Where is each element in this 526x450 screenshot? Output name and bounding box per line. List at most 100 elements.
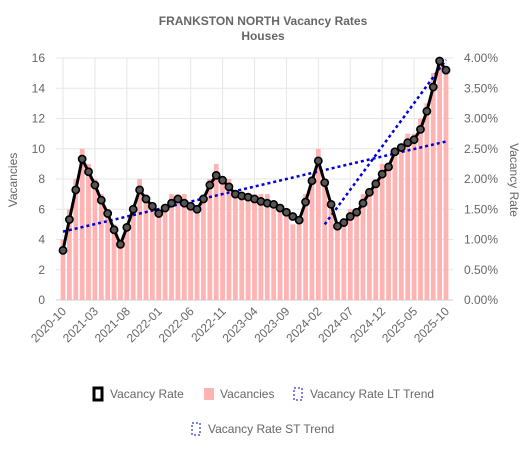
y-tick-left: 16 [32,51,46,65]
bar [137,179,142,300]
bar [252,194,257,300]
bar [411,133,417,300]
rate-point [409,135,419,145]
rate-point [218,175,227,185]
bar [284,209,289,300]
bar [373,179,379,300]
x-tick: 2022-06 [156,304,197,345]
y-tick-left: 0 [38,293,45,307]
bar [277,209,283,300]
bar [156,209,162,300]
bar [424,103,430,300]
bar [264,194,270,300]
bar-series [60,58,449,300]
rate-point [160,203,170,213]
rate-point [103,209,113,218]
rate-point [109,225,119,235]
rate-point [58,245,68,255]
rate-point [141,194,151,204]
bar [149,209,155,300]
rate-point [320,178,330,188]
legend-swatch [92,386,104,402]
legend-item[interactable]: Vacancy Rate [92,386,184,402]
bar [111,224,117,300]
legend-swatch [191,422,201,436]
rate-point [173,194,183,204]
bar [98,194,104,300]
bar [443,73,449,300]
y-tick-right: 2.00% [464,172,498,186]
bar [271,209,277,300]
legend-item[interactable]: Vacancies [204,387,274,401]
rate-point [224,182,234,192]
bar [360,194,366,300]
y-tick-right: 1.00% [464,233,498,247]
rate-point [192,204,202,214]
bar [309,179,315,300]
rate-point [282,207,291,217]
bar [169,194,174,300]
bar [379,163,385,300]
rate-point [301,197,310,207]
bar [124,224,130,300]
y-tick-left: 4 [38,233,45,247]
rate-point [313,156,323,166]
rate-point [326,200,336,209]
rate-point [205,180,215,190]
y-tick-right: 3.00% [464,112,498,126]
rate-point [288,212,298,221]
rate-point [154,209,164,218]
legend-item[interactable]: Vacancy Rate LT Trend [293,387,434,401]
rate-point [358,198,368,208]
left-axis-title: Vacancies [6,153,20,207]
rate-point [428,82,438,92]
bar [220,179,225,300]
rate-point [396,143,406,152]
bar [392,148,398,300]
y-tick-left: 14 [32,81,46,95]
bar [118,239,123,300]
chart-title: FRANKSTON NORTH Vacancy Rates [159,14,368,28]
rate-point [307,176,317,186]
bar [437,58,442,300]
bar [354,209,360,300]
y-tick-right: 1.50% [464,202,498,216]
bar [418,118,423,300]
legend-swatch [204,388,214,400]
chart-subtitle: Houses [241,29,285,43]
bar [430,73,436,300]
bar [322,179,328,300]
bar [86,163,91,300]
rate-point [377,169,387,179]
legend-label: Vacancies [220,387,274,401]
y-tick-left: 10 [32,142,46,156]
y-tick-right: 0.50% [464,263,498,277]
bar [67,209,72,300]
bar [290,224,296,300]
rate-point [211,170,221,180]
bar [245,194,251,300]
bar [207,179,213,300]
rate-point [333,221,342,231]
rate-point [199,194,208,204]
legend-item[interactable]: Vacancy Rate ST Trend [191,422,334,436]
bar [79,148,85,300]
rate-point [294,215,304,225]
bar [258,194,264,300]
bar [335,224,340,300]
bar [201,194,206,300]
y-tick-right: 0.00% [464,293,498,307]
legend-label: Vacancy Rate LT Trend [310,387,434,401]
rate-line [58,56,451,255]
right-axis-title: Vacancy Rate [507,143,521,217]
bar [347,209,353,300]
bar [386,163,391,300]
bar [226,179,232,300]
rate-point [147,201,157,211]
bar [405,133,411,300]
rate-point [122,222,132,232]
rate-point [422,106,432,116]
rate-point [84,167,93,177]
legend: Vacancy Rate Vacancies Vacancy Rate LT Tre… [92,386,434,436]
